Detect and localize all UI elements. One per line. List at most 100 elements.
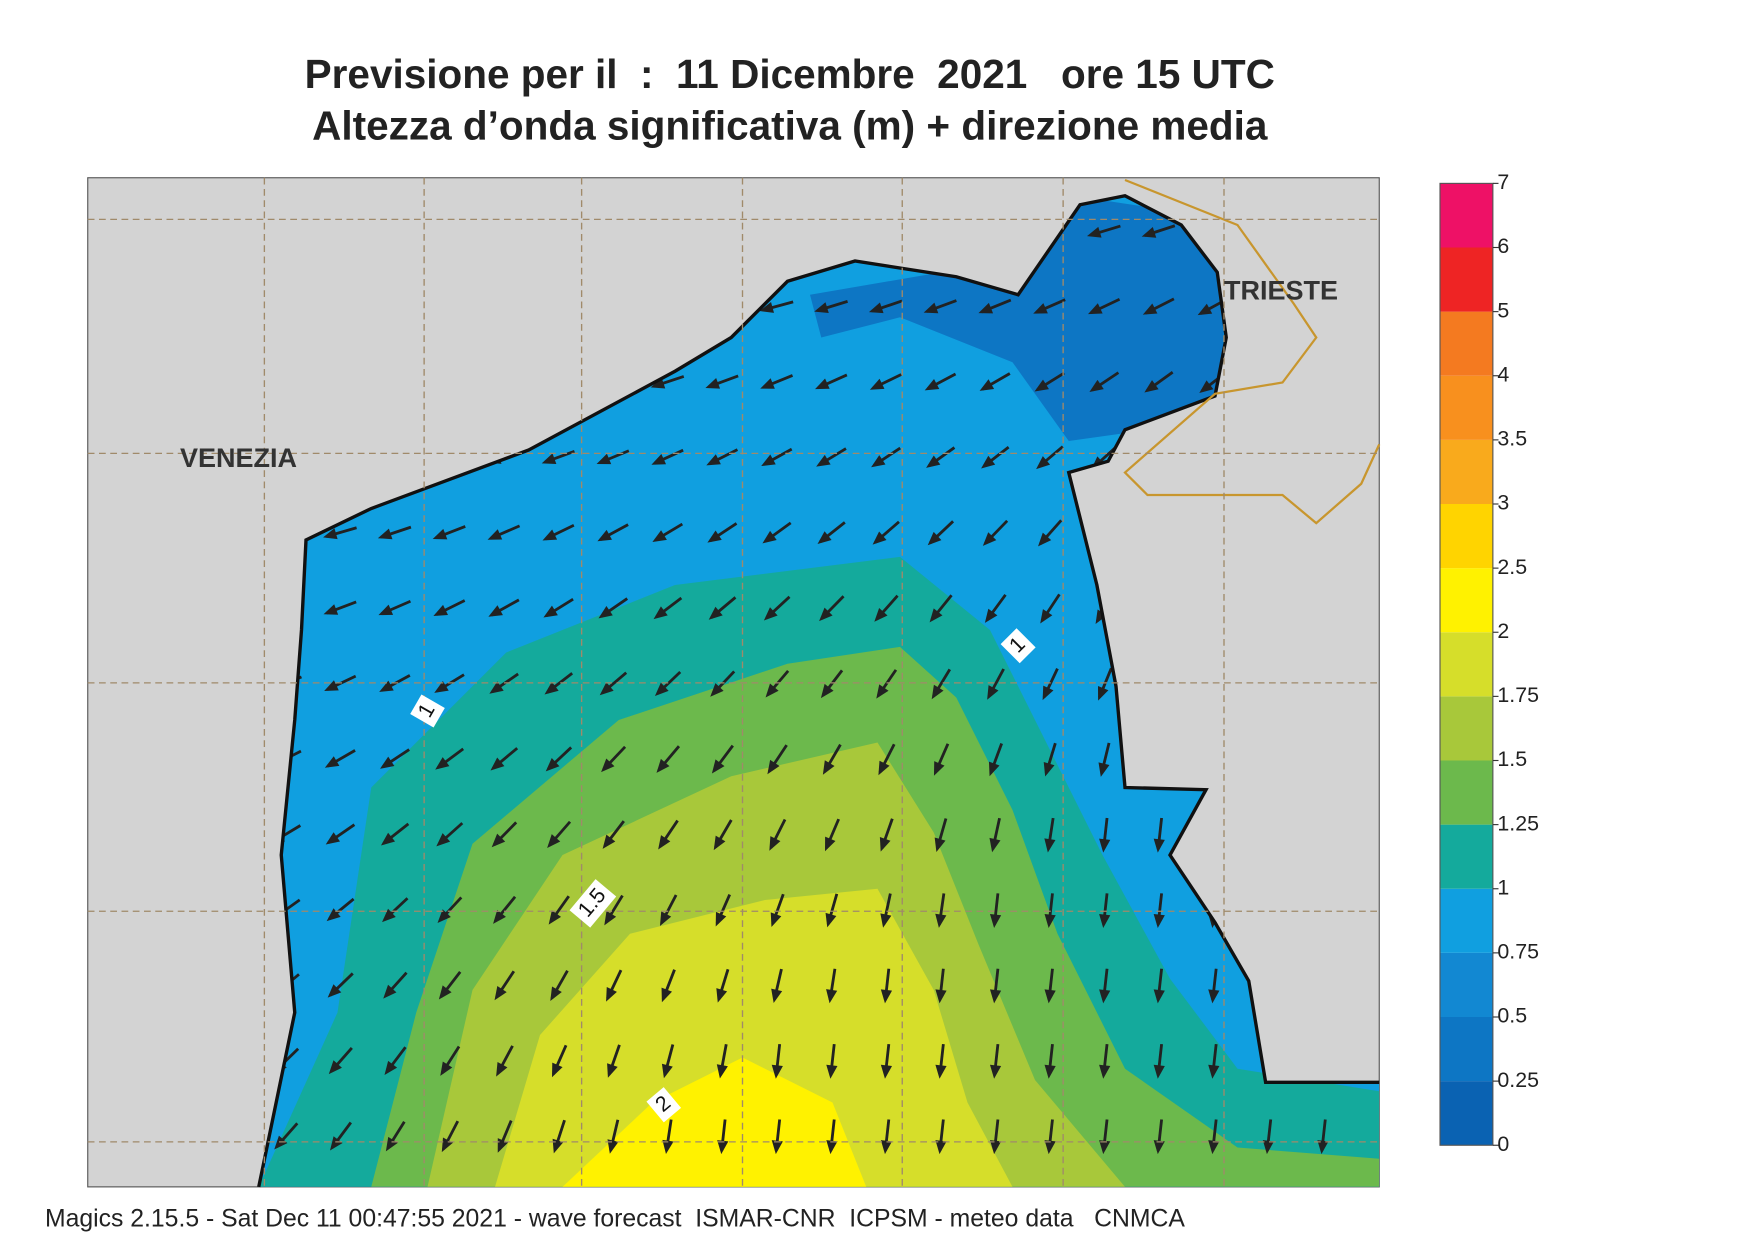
- arrow-head: [596, 453, 612, 465]
- arrow-head: [662, 1139, 674, 1155]
- arrow-head: [989, 1064, 1002, 1079]
- colorbar-box: [1440, 824, 1493, 889]
- wave-band: [495, 888, 1013, 1187]
- arrow-head: [989, 837, 1001, 853]
- arrow-head: [923, 302, 939, 314]
- arrow-head: [661, 1063, 673, 1079]
- arrow-head: [880, 913, 892, 928]
- arrow-head: [933, 761, 945, 776]
- coastline: [257, 193, 1380, 1188]
- arrow-head: [324, 680, 339, 692]
- colorbar-label: 3: [1497, 491, 1509, 515]
- arrow-head: [607, 1063, 618, 1078]
- arrow-head: [988, 761, 1000, 777]
- arrow-head: [1099, 913, 1111, 929]
- arrow-head: [654, 682, 669, 697]
- arrow-head: [437, 909, 451, 923]
- border: [1123, 178, 1381, 525]
- arrow-head: [380, 756, 395, 769]
- arrow-head: [542, 529, 558, 541]
- colorbar-box: [1440, 1081, 1493, 1146]
- colorbar-label: 1: [1497, 875, 1509, 899]
- colorbar-label: 0: [1497, 1132, 1509, 1156]
- arrow-head: [1044, 1064, 1056, 1079]
- arrow-head: [324, 756, 340, 768]
- colorbar-label: 0.25: [1497, 1068, 1539, 1092]
- arrow-head: [929, 608, 943, 623]
- arrow-head: [379, 680, 394, 692]
- arrow-head: [490, 757, 505, 771]
- arrow-head: [819, 607, 833, 622]
- arrow-head: [541, 453, 557, 464]
- arrow-head: [1153, 1064, 1165, 1079]
- arrow-head: [759, 302, 774, 313]
- colorbar-box: [1440, 760, 1493, 825]
- city-label: VENEZIA: [180, 443, 297, 473]
- arrow-head: [935, 913, 947, 928]
- arrow-head: [326, 908, 341, 922]
- graticule: [87, 177, 1380, 1187]
- subtitle: Altezza d’onda significativa (m) + direz…: [312, 103, 1268, 149]
- arrow-head: [989, 913, 1002, 929]
- arrow-head: [489, 681, 504, 694]
- arrow-head: [927, 531, 942, 546]
- colorbar-box: [1440, 439, 1493, 504]
- arrow-head: [876, 684, 889, 699]
- arrow-head: [435, 757, 450, 770]
- colorbar-box: [1440, 311, 1493, 376]
- arrow-head: [761, 454, 776, 467]
- colorbar-box: [1440, 888, 1493, 953]
- arrow-head: [931, 684, 944, 700]
- arrow-head: [1142, 303, 1158, 315]
- colorbar-box: [1440, 504, 1493, 569]
- arrow-head: [601, 758, 615, 773]
- colorbar-box: [1440, 247, 1493, 312]
- arrow-head: [328, 1060, 342, 1075]
- arrow-head: [651, 453, 667, 465]
- arrow-head: [880, 1140, 893, 1155]
- arrow-head: [496, 1062, 508, 1077]
- arrow-head: [934, 837, 946, 853]
- arrow-head: [432, 528, 448, 540]
- arrow-head: [878, 760, 890, 776]
- arrow-head: [762, 530, 777, 544]
- arrow-head: [384, 1060, 398, 1076]
- arrow-head: [1153, 1140, 1165, 1155]
- arrow-head: [1088, 303, 1103, 315]
- arrow-head: [826, 989, 838, 1004]
- label-box: [1000, 628, 1036, 664]
- arrow-head: [989, 1140, 1002, 1155]
- arrow-head: [441, 1137, 453, 1153]
- city-label: TRIESTE: [1224, 275, 1338, 305]
- arrow-head: [1197, 303, 1213, 316]
- arrow-head: [871, 455, 886, 468]
- arrow-head: [817, 531, 832, 544]
- arrow-head: [771, 1140, 783, 1155]
- arrow-head: [550, 986, 562, 1002]
- arrow-head: [771, 1064, 783, 1079]
- arrow-head: [1099, 1064, 1111, 1079]
- arrow-head: [989, 989, 1002, 1004]
- arrow-head: [656, 758, 670, 773]
- arrow-head: [323, 604, 339, 615]
- arrow-head: [1038, 532, 1052, 547]
- arrow-head: [382, 908, 396, 923]
- wave-band: [810, 196, 1227, 441]
- arrow-head: [325, 832, 341, 845]
- colorbar-label: 0.5: [1497, 1004, 1527, 1028]
- arrow-head: [826, 1064, 838, 1079]
- colorbar-frame: [1439, 182, 1494, 1146]
- arrow-head: [1044, 989, 1056, 1004]
- arrow-head: [826, 1140, 838, 1155]
- arrow-head: [760, 378, 775, 389]
- arrow-head: [385, 1136, 398, 1152]
- arrow-head: [872, 531, 887, 545]
- arrow-head: [716, 988, 728, 1003]
- arrow-head: [547, 834, 561, 849]
- arrow-head: [1044, 1140, 1056, 1155]
- arrow-head: [494, 985, 507, 1001]
- colorbar-box: [1440, 375, 1493, 440]
- arrow-head: [1042, 685, 1054, 701]
- arrow-head: [545, 758, 560, 772]
- arrow-head: [598, 606, 613, 619]
